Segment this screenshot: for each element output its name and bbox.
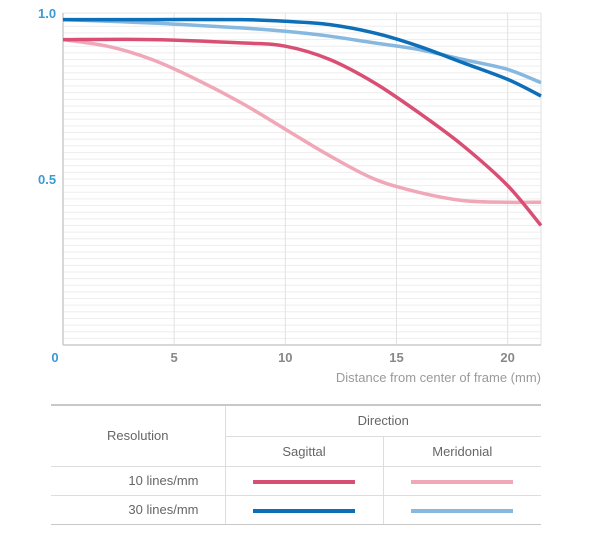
meridonial-header: Meridonial xyxy=(382,435,541,466)
series-line-30-meridonial xyxy=(62,17,542,85)
legend-table: Resolution Direction Sagittal Meridonial… xyxy=(51,404,541,525)
x-tick-label: 10 xyxy=(278,350,292,365)
x-tick-label: 0 xyxy=(51,350,58,365)
legend-row: 10 lines/mm xyxy=(51,465,541,495)
x-tick-label: 5 xyxy=(171,350,178,365)
sagittal-10-swatch xyxy=(253,479,355,484)
x-tick-label: 20 xyxy=(500,350,514,365)
resolution-header: Resolution xyxy=(51,404,225,466)
y-tick-label: 0.5 xyxy=(38,172,56,187)
legend-row-label: 10 lines/mm xyxy=(51,465,225,495)
tick-labels: 0 5 10 15 20 0.5 1.0 xyxy=(38,6,515,365)
series-line-10-sagittal xyxy=(62,37,543,227)
mtf-chart: 0 5 10 15 20 0.5 1.0 Distance from center of f… xyxy=(38,6,543,385)
chart-svg: 0 5 10 15 20 0.5 1.0 Distance from center of f… xyxy=(38,6,543,385)
sagittal-30-swatch xyxy=(253,508,355,513)
series-line-10-meridonial xyxy=(62,37,542,205)
x-tick-label: 15 xyxy=(389,350,403,365)
x-axis-title: Distance from center of frame (mm) xyxy=(336,370,541,385)
grid xyxy=(63,12,542,345)
sagittal-header: Sagittal xyxy=(224,435,383,466)
series-line-30-sagittal xyxy=(63,17,542,98)
series-lines xyxy=(62,17,543,227)
meridonial-10-swatch xyxy=(411,479,514,484)
legend-row: 30 lines/mm xyxy=(51,494,541,525)
legend-row-label: 30 lines/mm xyxy=(51,494,225,525)
y-tick-label: 1.0 xyxy=(38,6,56,21)
axes xyxy=(62,13,541,346)
direction-header: Direction xyxy=(224,404,541,436)
meridonial-30-swatch xyxy=(411,508,514,513)
